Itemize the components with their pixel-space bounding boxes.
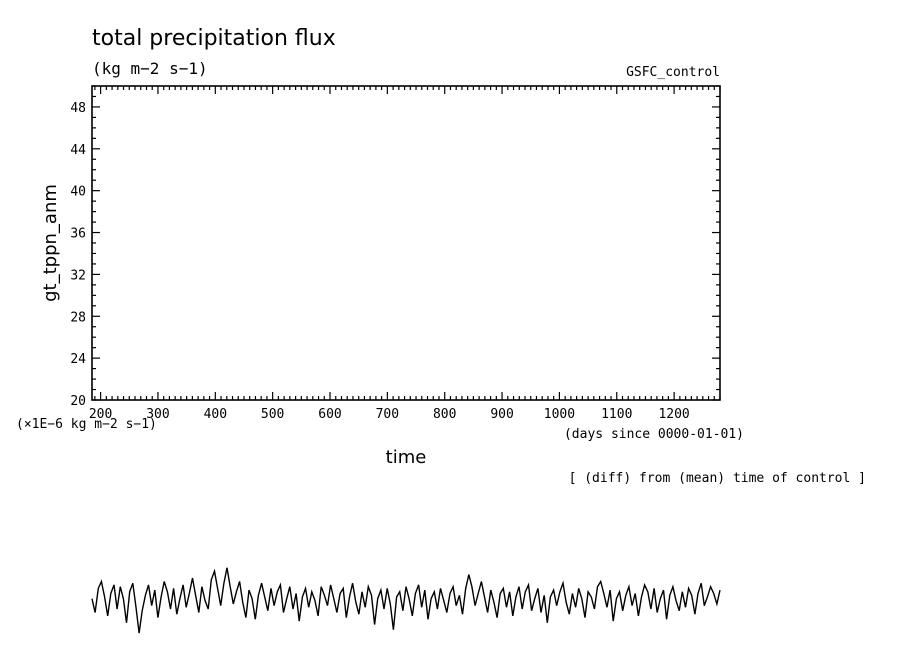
y-tick-label: 40	[70, 185, 86, 200]
x-tick-label: 300	[146, 407, 169, 422]
y-axis-ticks: 20 24 28 32 36 40 44 48	[70, 85, 720, 409]
x-tick-label: 200	[89, 407, 112, 422]
run-label: GSFC_control	[626, 65, 720, 80]
x-tick-label: 1200	[658, 407, 689, 422]
chart-title: total precipitation flux	[92, 26, 336, 51]
y-tick-label: 24	[70, 352, 86, 367]
plot-frame	[91, 85, 721, 401]
diff-note: [ (diff) from (mean) time of control ]	[569, 471, 866, 486]
x-tick-label: 700	[376, 407, 399, 422]
y-tick-label: 36	[70, 227, 86, 242]
y-scale-note: (×1E−6 kg m−2 s−1)	[16, 417, 157, 432]
x-tick-label: 1100	[601, 407, 632, 422]
y-tick-label: 48	[70, 101, 86, 116]
x-tick-label: 900	[490, 407, 513, 422]
x-tick-label: 500	[261, 407, 284, 422]
y-tick-label: 28	[70, 310, 86, 325]
x-axis-label: time	[386, 447, 427, 468]
y-tick-label: 20	[70, 394, 86, 409]
x-axis-ticks: 200 300 400 500 600 700 800 900 1000 1100 1200	[89, 86, 721, 422]
x-tick-label: 1000	[544, 407, 575, 422]
y-tick-label: 32	[70, 268, 86, 283]
y-tick-label: 44	[70, 143, 86, 158]
x-tick-label: 800	[433, 407, 456, 422]
y-axis-label: gt_tppn_anm	[40, 184, 61, 302]
chart-units: (kg m−2 s−1)	[92, 59, 208, 78]
anomaly-series-line	[91, 567, 721, 634]
x-tick-label: 600	[318, 407, 341, 422]
x-units-note: (days since 0000-01-01)	[564, 427, 744, 442]
x-tick-label: 400	[204, 407, 227, 422]
